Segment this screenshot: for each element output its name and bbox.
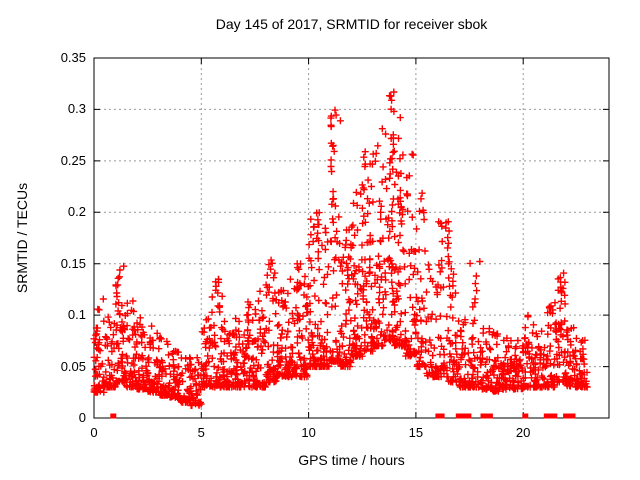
y-tick-label: 0 (78, 410, 86, 425)
x-tick-label: 15 (408, 425, 424, 440)
y-tick-label: 0.35 (60, 50, 86, 65)
x-axis-label: GPS time / hours (298, 452, 405, 468)
chart-title: Day 145 of 2017, SRMTID for receiver sbo… (215, 16, 488, 32)
zero-value-marker (564, 413, 571, 419)
zero-value-marker (569, 413, 576, 419)
zero-value-marker (486, 413, 493, 419)
zero-value-marker (465, 413, 472, 419)
zero-value-marker (544, 413, 551, 419)
zero-value-marker (110, 413, 117, 419)
zero-value-marker (481, 413, 488, 419)
y-tick-label: 0.15 (60, 255, 86, 271)
scatter-points (90, 88, 591, 409)
zero-value-marker (551, 413, 558, 419)
plot-border (93, 57, 610, 419)
x-tick-label: 5 (197, 425, 205, 440)
zero-value-marker (522, 413, 529, 419)
zero-value-marker (457, 413, 464, 419)
x-tick-label: 0 (90, 425, 98, 440)
zero-value-marker (438, 413, 445, 419)
y-tick-label: 0.2 (67, 204, 86, 220)
y-tick-label: 0.3 (67, 101, 86, 117)
y-tick-label: 0.1 (67, 307, 86, 323)
y-tick-label: 0.25 (60, 152, 86, 168)
grid-lines (94, 58, 609, 418)
x-tick-label: 10 (301, 425, 316, 440)
y-tick-label: 0.05 (60, 358, 86, 374)
x-tick-label: 20 (515, 425, 531, 440)
